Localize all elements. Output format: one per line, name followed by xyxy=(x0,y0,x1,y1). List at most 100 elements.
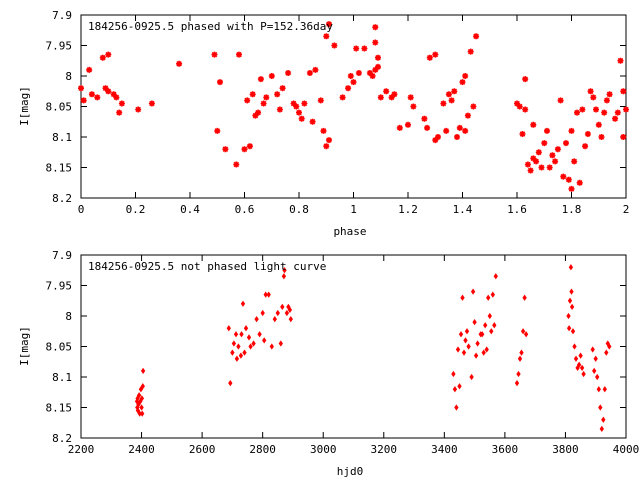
unphased-data-point xyxy=(517,355,523,362)
phased-data-point xyxy=(352,44,361,53)
unphased-x-tick-label: 3000 xyxy=(310,443,337,456)
unphased-data-point xyxy=(452,386,457,393)
phased-data-point xyxy=(458,78,467,86)
phased-data-point xyxy=(254,108,262,117)
phased-x-tick-label: 1 xyxy=(350,203,357,216)
phased-data-point xyxy=(330,41,339,50)
unphased-x-tick-label: 4000 xyxy=(613,443,640,456)
unphased-data-point xyxy=(474,352,479,359)
phased-data-point xyxy=(316,96,325,105)
phased-data-point xyxy=(584,130,592,138)
unphased-data-point xyxy=(487,313,492,319)
unphased-data-point xyxy=(469,374,474,380)
unphased-data-point xyxy=(251,340,256,347)
phased-data-point xyxy=(344,84,352,92)
unphased-data-point xyxy=(569,288,574,295)
unphased-data-point xyxy=(275,310,280,316)
unphased-data-point xyxy=(278,340,283,347)
phased-data-point xyxy=(518,130,527,138)
phased-data-point xyxy=(325,136,333,144)
phased-data-point xyxy=(259,99,268,108)
unphased-data-point xyxy=(516,371,521,377)
unphased-plot-frame xyxy=(80,254,627,439)
phased-y-tick-label: 8.2 xyxy=(52,192,72,205)
phased-y-axis-label: I[mag] xyxy=(18,86,31,126)
unphased-x-axis-label: hjd0 xyxy=(337,465,364,478)
phased-data-point xyxy=(404,121,412,129)
phased-data-point xyxy=(619,87,628,96)
phased-data-point xyxy=(570,157,579,166)
unphased-data-point xyxy=(590,346,595,353)
unphased-data-point xyxy=(272,316,277,323)
unphased-data-point xyxy=(266,291,271,298)
unphased-data-point xyxy=(288,316,293,323)
phased-data-point xyxy=(556,96,565,105)
phased-x-ticks: 0 0.2 0.4 0.6 0.8 1 1.2 1.4 1.6 1.8 2 xyxy=(78,15,630,216)
unphased-data-point xyxy=(595,374,600,380)
unphased-data-point xyxy=(599,425,604,432)
phased-data-point xyxy=(368,72,377,80)
phased-data-point xyxy=(455,124,464,132)
phased-data-point xyxy=(431,50,440,59)
unphased-data-point xyxy=(486,294,491,301)
phased-data-point xyxy=(589,93,598,102)
phased-data-point xyxy=(278,84,287,92)
unphased-data-point xyxy=(236,343,241,350)
phased-data-point xyxy=(464,111,472,120)
unphased-data-point xyxy=(568,264,574,271)
unphased-data-point xyxy=(523,331,529,338)
unphased-y-ticks: 7.9 7.95 8 8.05 8.1 8.15 8.2 xyxy=(46,249,626,445)
unphased-data-point xyxy=(567,297,573,304)
unphased-data-point xyxy=(228,380,233,387)
unphased-data-point xyxy=(472,319,477,326)
phased-data-point xyxy=(554,145,562,153)
phased-data-point xyxy=(562,139,570,147)
phased-data-point xyxy=(515,102,524,111)
unphased-data-point xyxy=(604,349,609,356)
phased-x-tick-label: 1.8 xyxy=(562,203,582,216)
phased-data-point xyxy=(262,93,271,102)
unphased-chart: 2200 2400 2600 2800 3000 3200 3400 3600 3800 4000… xyxy=(18,249,639,478)
phased-data-point xyxy=(297,114,306,123)
unphased-x-tick-label: 3200 xyxy=(371,443,398,456)
phased-data-point xyxy=(521,105,530,114)
unphased-y-tick-label: 8.2 xyxy=(52,432,72,445)
unphased-data-point xyxy=(572,343,577,350)
phased-data-point xyxy=(248,90,257,99)
unphased-data-point xyxy=(569,303,575,310)
phased-chart: 0 0.2 0.4 0.6 0.8 1 1.2 1.4 1.6 1.8 2 7.9 7.95 8 8.05… xyxy=(18,9,630,238)
phased-data-point xyxy=(564,175,573,184)
phased-data-point xyxy=(534,148,543,157)
phased-data-point xyxy=(551,157,559,166)
phased-x-tick-label: 2 xyxy=(623,203,630,216)
unphased-data-point xyxy=(581,371,586,377)
phased-data-point xyxy=(575,179,584,187)
phased-data-point xyxy=(567,185,576,193)
phased-data-point xyxy=(371,38,380,47)
unphased-data-point xyxy=(234,355,239,362)
unphased-data-point xyxy=(578,352,583,359)
phased-x-tick-label: 0.2 xyxy=(126,203,146,216)
phased-data-point xyxy=(360,44,369,53)
unphased-data-point xyxy=(451,371,456,377)
phased-data-point xyxy=(447,96,456,105)
phased-data-point xyxy=(567,127,576,135)
phased-x-tick-label: 1.4 xyxy=(453,203,473,216)
unphased-data-point xyxy=(254,316,259,323)
unphased-data-point xyxy=(463,337,468,344)
phased-data-point xyxy=(319,127,328,135)
unphased-x-tick-label: 2800 xyxy=(249,443,276,456)
unphased-data-point xyxy=(141,367,146,374)
phased-data-point xyxy=(382,87,391,96)
phased-data-point xyxy=(349,78,358,86)
unphased-data-point xyxy=(260,310,265,316)
phased-data-point xyxy=(469,102,478,111)
unphased-data-point xyxy=(602,386,607,393)
unphased-data-point xyxy=(483,322,488,329)
unphased-data-point xyxy=(573,355,579,362)
unphased-x-tick-label: 3400 xyxy=(431,443,458,456)
unphased-data-point xyxy=(139,404,144,411)
unphased-data-point xyxy=(140,410,145,417)
phased-data-point xyxy=(112,93,121,102)
